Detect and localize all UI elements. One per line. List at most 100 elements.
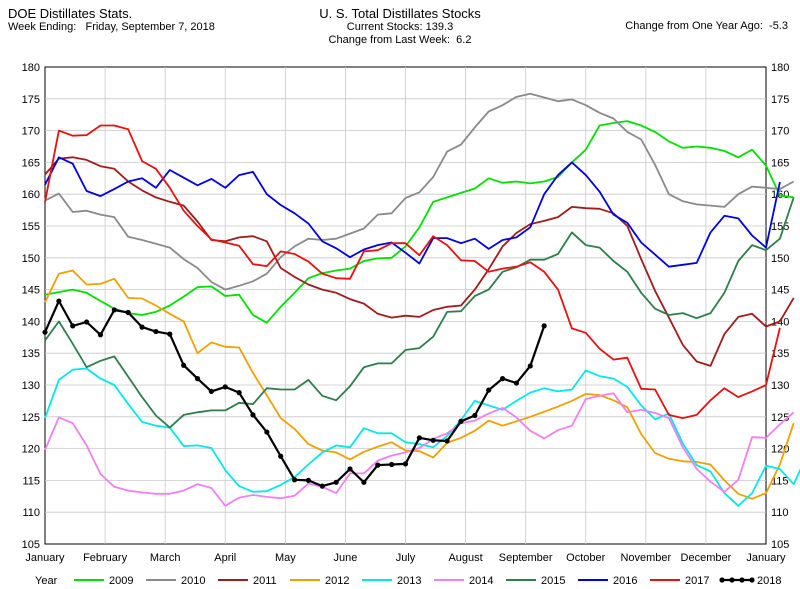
y-tick-label-right: 170	[771, 126, 789, 138]
x-tick-label: March	[150, 552, 181, 564]
legend-label: 2012	[325, 575, 349, 587]
data-point-2018	[402, 461, 409, 467]
data-point-2018	[139, 324, 145, 330]
data-point-2018	[264, 429, 270, 435]
legend-marker	[719, 577, 725, 583]
legend-title: Year	[35, 575, 58, 587]
data-point-2018	[153, 328, 159, 335]
series-line-2017	[44, 124, 781, 420]
legend-item-2014: 2014	[434, 575, 493, 587]
app-title: DOE Distillates Stats.	[8, 6, 133, 21]
y-tick-label-left: 115	[22, 475, 40, 487]
data-point-2018	[167, 331, 173, 337]
legend-label: 2009	[109, 575, 133, 587]
data-point-2018	[319, 483, 325, 489]
current-stocks-line: Current Stocks: 139.3	[0, 21, 800, 34]
x-tick-label: April	[214, 552, 236, 564]
data-point-2018	[389, 461, 395, 468]
y-tick-label-right: 180	[771, 62, 789, 74]
y-tick-label-right: 110	[771, 507, 789, 519]
series-line-2011	[44, 156, 795, 367]
x-tick-label: January	[25, 552, 65, 564]
y-tick-label-left: 125	[22, 412, 40, 424]
legend-label: 2015	[541, 575, 565, 587]
legend-item-2010: 2010	[146, 575, 205, 587]
data-point-2018	[222, 384, 228, 390]
legend-label: 2013	[397, 575, 421, 587]
data-point-2018	[347, 466, 353, 472]
change-week-label: Change from Last Week:	[328, 34, 451, 46]
y-tick-label-right: 115	[771, 475, 789, 487]
legend-marker	[739, 577, 745, 583]
change-week-line: Change from Last Week: 6.2	[0, 34, 800, 47]
change-week-value: 6.2	[456, 34, 472, 46]
data-point-2018	[194, 376, 201, 382]
chart-title: U. S. Total Distillates Stocks	[319, 6, 481, 21]
x-tick-label: November	[620, 552, 671, 564]
data-point-2018	[56, 298, 62, 304]
legend-label: 2016	[613, 575, 637, 587]
y-tick-label-left: 110	[22, 507, 40, 519]
data-point-2018	[375, 462, 381, 468]
legend-item-2017: 2017	[650, 575, 709, 587]
y-tick-label-left: 180	[22, 62, 40, 74]
header-center: U. S. Total Distillates Stocks Current S…	[0, 6, 800, 47]
legend-item-2013: 2013	[362, 575, 421, 587]
legend-item-2009: 2009	[74, 575, 133, 587]
data-point-2018	[499, 376, 506, 382]
y-tick-label-left: 175	[22, 94, 40, 106]
data-point-2018	[208, 388, 214, 394]
x-axis: January February March April May June July Augu…	[25, 552, 786, 564]
change-year-value: -5.3	[769, 20, 788, 32]
legend-marker	[729, 577, 735, 583]
legend-label: 2011	[253, 575, 277, 587]
data-point-2018	[513, 380, 520, 386]
data-point-2018	[444, 438, 450, 444]
header-right: Change from One Year Ago: -5.3	[625, 20, 788, 33]
legend-item-2011: 2011	[218, 575, 277, 587]
series-line-2012	[44, 269, 795, 500]
series-line-2014	[44, 392, 795, 507]
current-stocks-label: Current Stocks:	[346, 21, 423, 33]
y-tick-label-left: 165	[22, 157, 40, 169]
week-ending-line: Week Ending: Friday, September 7, 2018	[8, 21, 215, 34]
y-tick-label-right: 165	[771, 157, 789, 169]
week-ending-label: Week Ending:	[8, 21, 77, 33]
data-point-2018	[125, 309, 131, 316]
data-point-2018	[236, 390, 242, 396]
series-lines	[42, 92, 800, 507]
y-tick-label-left: 135	[22, 348, 40, 360]
legend-item-2016: 2016	[578, 575, 637, 587]
data-point-2018	[486, 387, 492, 393]
y-tick-label-left: 105	[22, 539, 40, 551]
legend-label: 2014	[469, 575, 493, 587]
x-tick-label: December	[681, 552, 732, 564]
grid	[44, 66, 767, 545]
y-tick-label-left: 160	[22, 189, 40, 201]
data-point-2018	[472, 412, 478, 419]
data-point-2018	[527, 363, 533, 369]
data-point-2018	[416, 435, 422, 441]
data-point-2018	[430, 437, 436, 443]
x-tick-label: October	[566, 552, 605, 564]
data-point-2018	[305, 477, 312, 483]
x-tick-label: July	[396, 552, 416, 564]
data-point-2018	[111, 307, 117, 313]
y-tick-label-left: 130	[22, 380, 40, 392]
series-line-2013	[44, 367, 800, 507]
data-point-2018	[83, 319, 90, 325]
data-point-2018	[70, 323, 76, 329]
y-axis-left: 105 110 115 120 125 130 135 140 145 150 155 160 165 1…	[22, 62, 40, 551]
data-point-2018	[278, 453, 284, 459]
data-point-2018	[458, 418, 464, 424]
change-year-label: Change from One Year Ago:	[625, 20, 763, 32]
data-point-2018	[250, 412, 256, 418]
data-point-2018	[291, 477, 298, 483]
y-tick-label-left: 140	[22, 316, 40, 328]
x-tick-label: September	[499, 552, 553, 564]
legend-item-2015: 2015	[506, 575, 565, 587]
week-ending-date: Friday, September 7, 2018	[85, 21, 215, 33]
header-left: DOE Distillates Stats. Week Ending: Frid…	[8, 6, 215, 34]
x-tick-label: February	[83, 552, 128, 564]
